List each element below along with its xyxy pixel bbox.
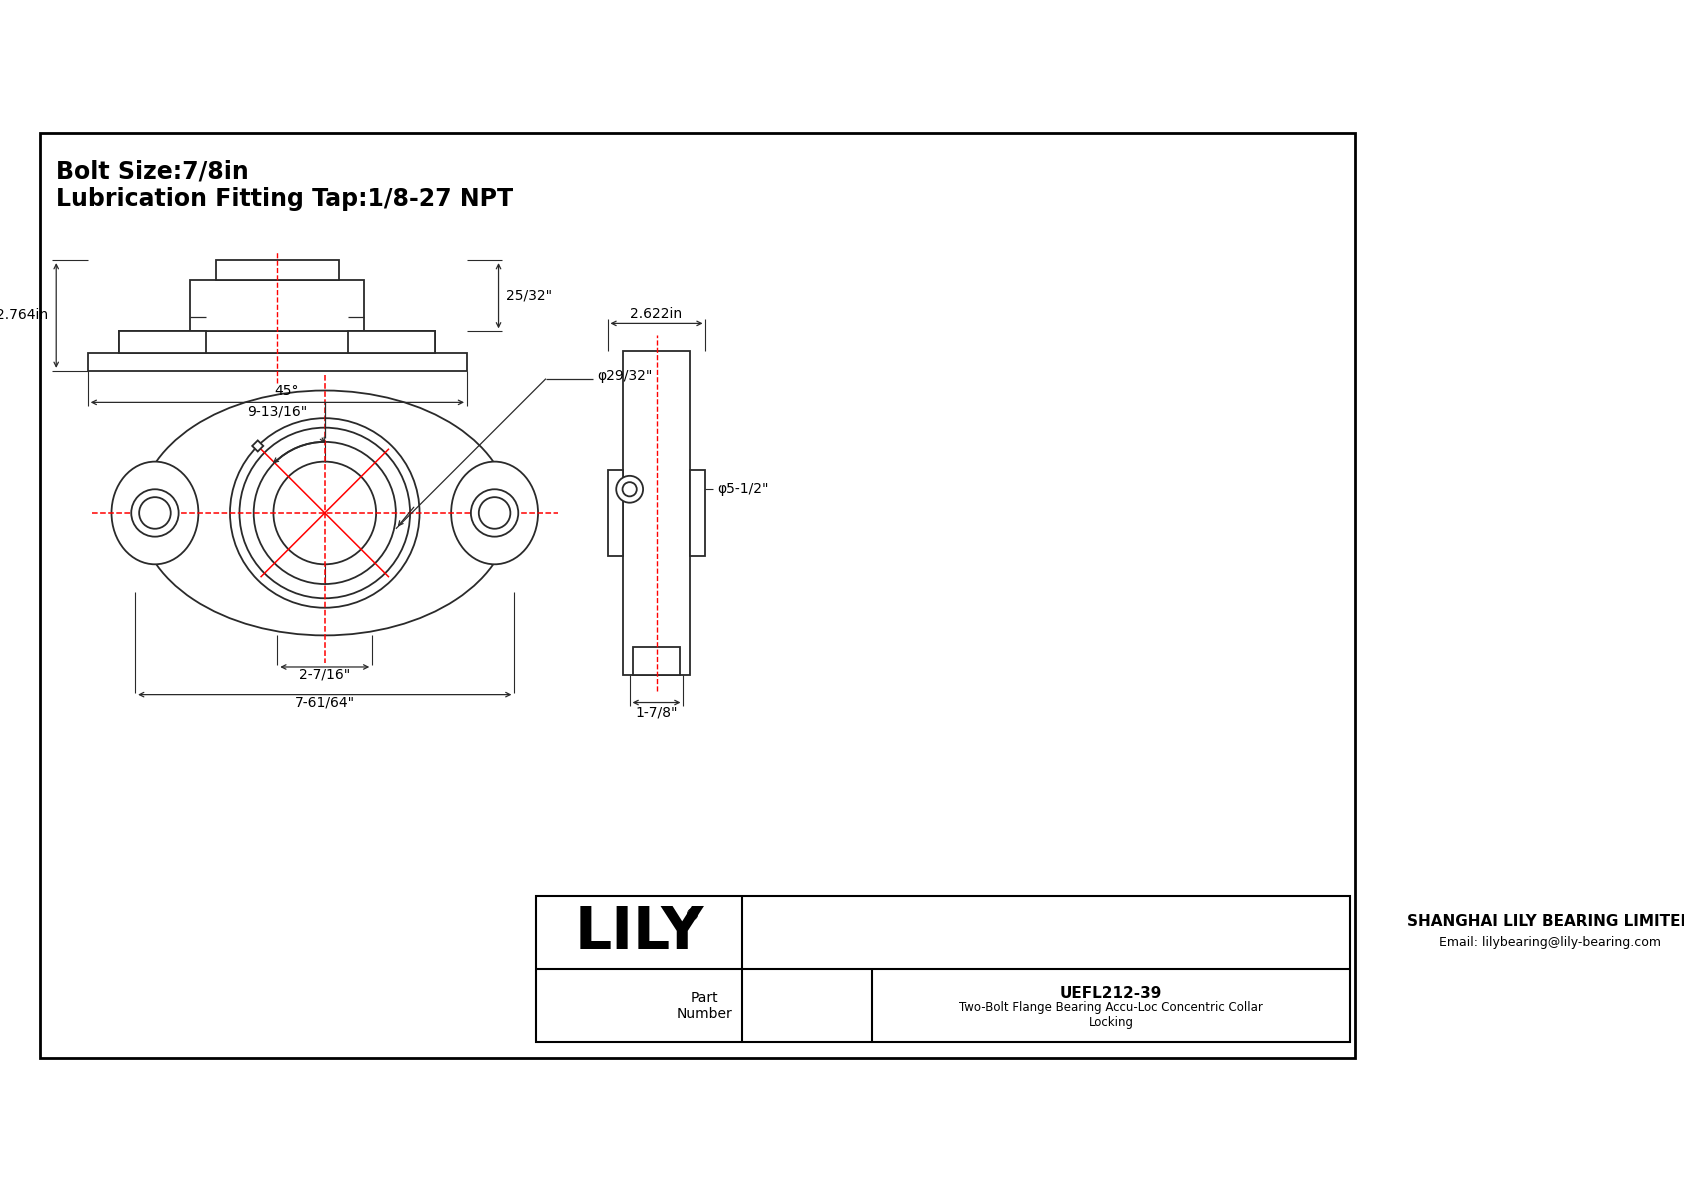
Text: Email: lilybearing@lily-bearing.com: Email: lilybearing@lily-bearing.com [1438,936,1660,948]
Text: Part
Number: Part Number [677,991,733,1021]
Bar [349,331,436,354]
Ellipse shape [140,391,510,635]
Bar [120,331,436,354]
Bar [623,351,690,675]
Text: φ5-1/2": φ5-1/2" [717,482,770,497]
Polygon shape [253,441,263,451]
Text: Two-Bolt Flange Bearing Accu-Loc Concentric Collar
Locking: Two-Bolt Flange Bearing Accu-Loc Concent… [960,1002,1263,1029]
Bar [608,469,623,556]
Text: SHANGHAI LILY BEARING LIMITED: SHANGHAI LILY BEARING LIMITED [1406,913,1684,929]
Ellipse shape [231,418,419,607]
Text: 1-7/8": 1-7/8" [635,705,677,719]
Circle shape [616,476,643,503]
Bar [120,331,205,354]
Text: 45°: 45° [274,384,300,398]
Text: UEFL212-39: UEFL212-39 [1059,985,1162,1000]
Bar [190,280,364,331]
Ellipse shape [111,462,199,565]
Ellipse shape [254,442,396,584]
Bar [690,469,706,556]
Bar [216,260,338,280]
Text: ®: ® [684,908,699,923]
Bar [537,896,1351,1042]
Text: 2.622in: 2.622in [630,307,682,320]
Circle shape [623,482,637,497]
Ellipse shape [239,428,411,598]
Ellipse shape [131,490,179,537]
Text: Bolt Size:7/8in: Bolt Size:7/8in [56,160,249,183]
Text: 2-7/16": 2-7/16" [300,668,350,682]
Bar [88,354,466,370]
Ellipse shape [478,497,510,529]
Text: Lubrication Fitting Tap:1/8-27 NPT: Lubrication Fitting Tap:1/8-27 NPT [56,187,514,211]
Text: φ29/32": φ29/32" [598,369,653,384]
Ellipse shape [451,462,537,565]
Bar [633,647,680,675]
Ellipse shape [472,490,519,537]
Ellipse shape [140,497,170,529]
Text: 9-13/16": 9-13/16" [248,405,308,419]
Text: 7-61/64": 7-61/64" [295,696,355,710]
Ellipse shape [273,462,376,565]
Text: 25/32": 25/32" [507,288,552,303]
Text: LILY: LILY [574,904,704,961]
Text: 2.764in: 2.764in [0,308,49,323]
